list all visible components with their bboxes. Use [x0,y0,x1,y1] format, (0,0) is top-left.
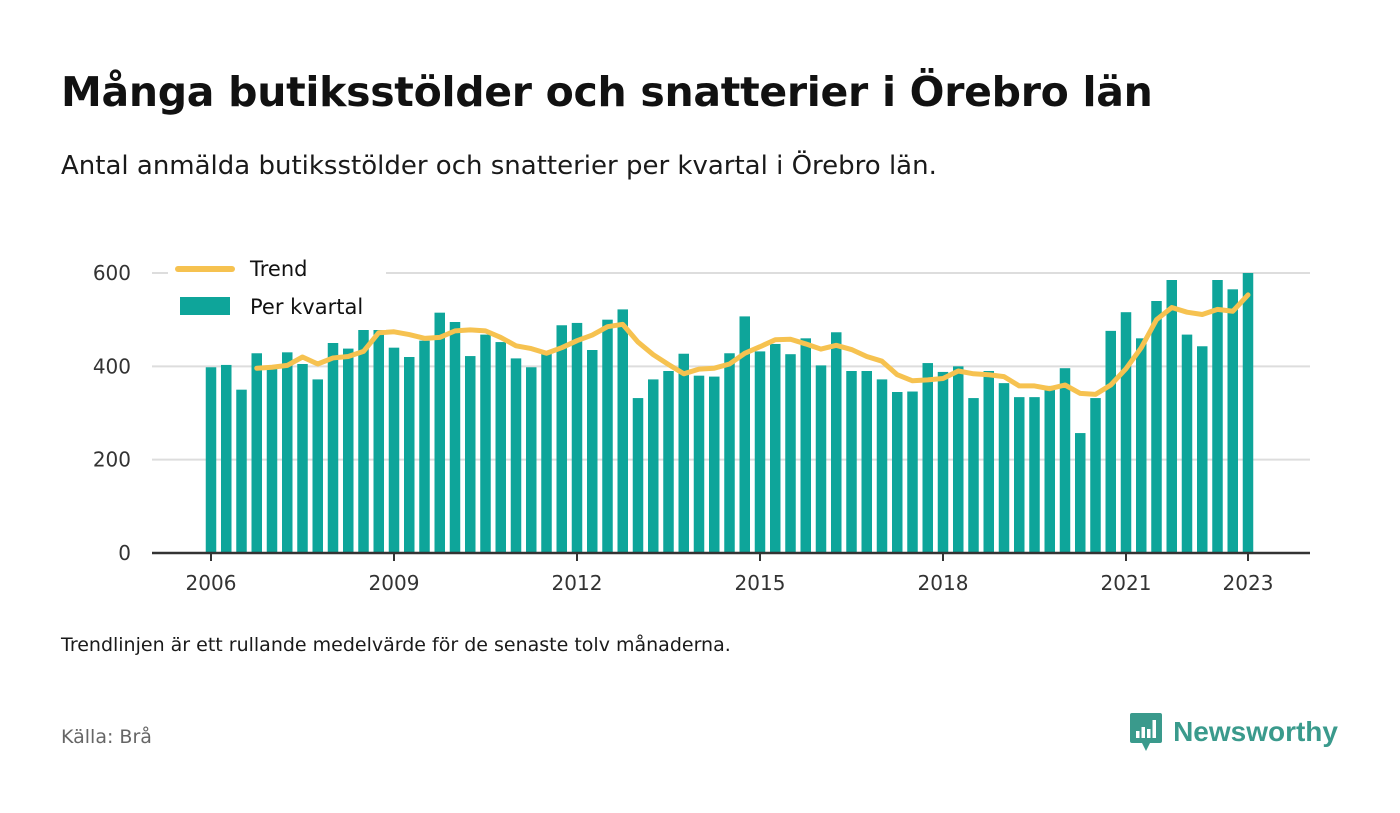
bar [800,338,811,553]
chart-title: Många butiksstölder och snatterier i Öre… [61,68,1153,116]
bar [1029,397,1040,553]
y-tick-label: 400 [93,354,131,378]
bar [1090,398,1101,553]
bars-layer [205,273,1254,553]
bar [861,371,872,553]
bar [724,353,735,553]
bar [907,391,918,553]
y-tick-label: 0 [118,541,131,565]
bar [1212,280,1223,553]
bar [876,379,888,553]
bar [602,319,613,553]
bar [297,364,308,553]
bar [770,343,781,553]
trend-layer [254,292,1251,397]
bar [419,340,430,553]
bar [968,398,979,553]
bar [465,356,476,553]
bar [236,389,247,553]
bar [785,354,796,553]
bar [571,322,583,553]
bar [1059,368,1071,553]
bar [815,365,827,553]
bar [526,367,537,553]
brand-name: Newsworthy [1173,716,1338,747]
chart-subtitle: Antal anmälda butiksstölder och snatteri… [61,151,937,181]
bar [617,309,628,553]
bar [556,325,567,553]
x-tick-label: 2021 [1101,571,1152,595]
bar [282,352,293,553]
x-axis: 2006 2009 2012 2015 2018 2021 2023 [152,551,1310,595]
bar [1136,338,1147,553]
brand: Newsworthy [1129,710,1338,754]
bar [1120,312,1132,553]
y-axis-ticks: 0 200 400 600 [93,261,131,565]
bar [480,334,491,553]
bar [937,371,949,553]
bar [648,379,659,553]
bar [892,392,903,553]
y-tick-label: 600 [93,261,131,285]
bar [541,352,552,553]
bar [495,342,506,553]
bar [404,357,415,553]
bar [388,347,400,553]
bar [709,376,720,553]
bar [831,332,842,553]
newsworthy-logo-icon [1130,713,1163,751]
bar [449,322,461,553]
bar [1166,280,1177,553]
bar [358,325,369,553]
legend: Trend Per kvartal [168,254,386,330]
legend-trend-label: Trend [249,257,307,281]
x-tick-label: 2023 [1223,571,1274,595]
trend-line [254,292,1251,397]
bar [510,358,522,553]
x-tick-label: 2018 [918,571,969,595]
bar [998,383,1010,553]
bar [1242,273,1254,553]
x-tick-label: 2015 [735,571,786,595]
bar [373,315,384,553]
bar [205,367,217,553]
bar [953,366,964,553]
bar [846,371,857,553]
x-tick-label: 2009 [369,571,420,595]
bar [739,316,750,553]
bar [1044,385,1055,553]
bar [221,364,232,553]
bar [587,350,598,553]
bar [312,379,323,553]
x-tick-label: 2006 [186,571,237,595]
source: Källa: Brå [61,726,152,748]
bar [327,343,339,553]
bar [434,312,445,553]
legend-bars-swatch [180,297,230,315]
bar [266,367,278,553]
bar [1105,330,1116,553]
bar [1227,289,1238,553]
bar [1181,334,1193,553]
bar [1014,397,1025,553]
bar [754,351,766,553]
y-tick-label: 200 [93,448,131,472]
footnote: Trendlinjen är ett rullande medelvärde f… [61,634,731,656]
bar [1075,433,1086,553]
legend-bars-label: Per kvartal [250,295,363,319]
bar [922,363,933,553]
bar [251,353,262,553]
bar [678,353,689,553]
bar [983,371,994,553]
bar [663,371,674,553]
bar [632,398,644,553]
bar [693,375,705,553]
bar [1151,301,1162,553]
bar [1197,346,1208,553]
x-tick-label: 2012 [552,571,603,595]
bar [343,348,354,553]
